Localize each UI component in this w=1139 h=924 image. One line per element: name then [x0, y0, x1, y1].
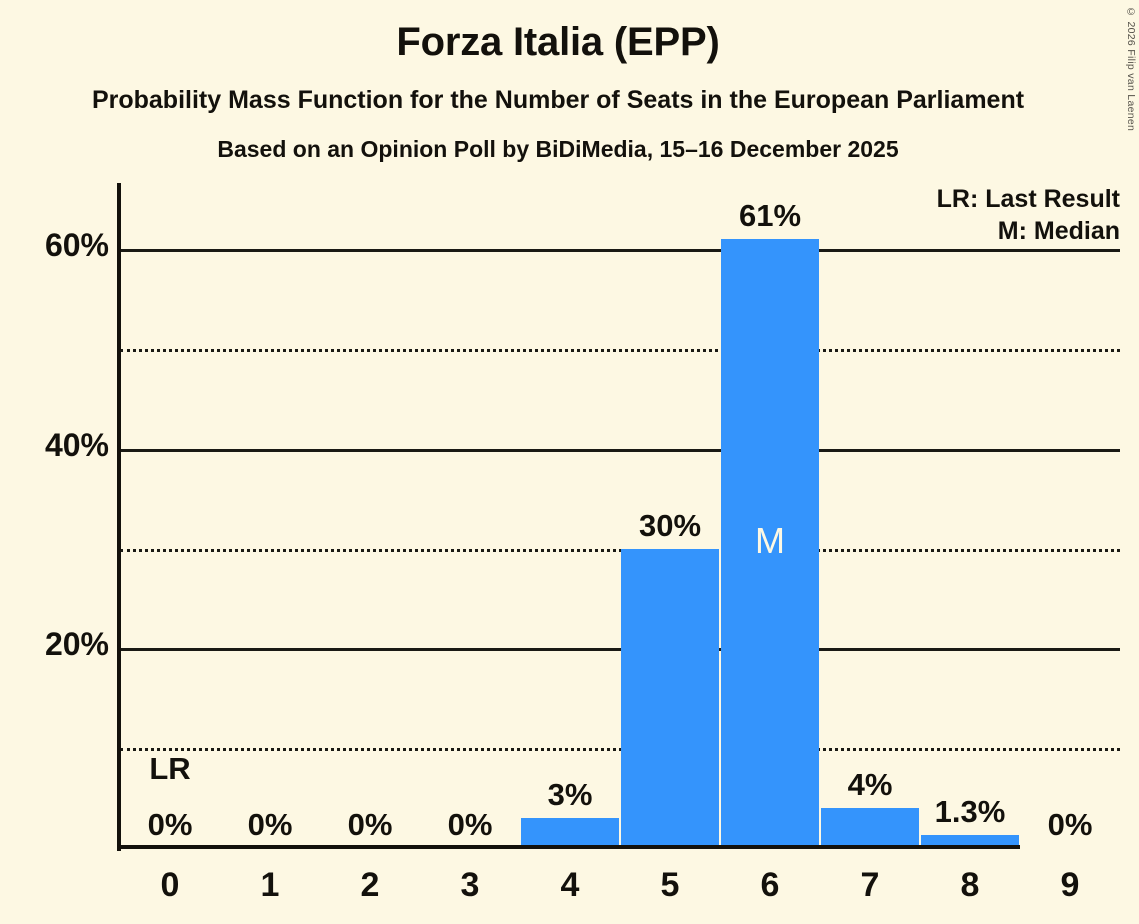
gridline-major-60: [120, 249, 1120, 252]
bar-value-label-8: 1.3%: [934, 794, 1006, 830]
y-tick-label-60: 60%: [44, 227, 109, 263]
bar-seat-6: M: [721, 239, 819, 848]
gridline-minor-10: [120, 748, 1120, 752]
legend-entry-median: M: Median: [997, 217, 1120, 245]
x-tick-label-5: 5: [660, 866, 680, 904]
bar-seat-5: [621, 548, 719, 848]
x-tick-label-8: 8: [960, 866, 980, 904]
x-tick-label-1: 1: [260, 866, 280, 904]
chart-source-note: Based on an Opinion Poll by BiDiMedia, 1…: [217, 136, 899, 162]
bar-value-label-6: 61%: [738, 198, 802, 234]
gridline-major-20: [120, 648, 1120, 652]
bar-value-label-9: 0%: [1047, 807, 1093, 842]
chart-title: Forza Italia (EPP): [396, 20, 720, 64]
x-tick-label-3: 3: [460, 866, 480, 904]
gridline-major-40: [120, 448, 1120, 452]
bar-value-label-3: 0%: [447, 807, 493, 842]
y-tick-label-40: 40%: [44, 426, 109, 463]
bar-value-label-7: 4%: [847, 767, 893, 803]
bar-value-label-5: 30%: [638, 507, 702, 543]
x-tick-label-7: 7: [860, 866, 880, 904]
gridline-minor-50: [120, 348, 1120, 352]
x-axis-line: [117, 845, 1020, 849]
x-tick-label-4: 4: [560, 866, 580, 904]
legend: LR: Last Result M: Median: [937, 183, 1120, 247]
bar-value-label-2: 0%: [347, 807, 393, 842]
bar-seat-8: [921, 835, 1019, 848]
x-tick-label-2: 2: [360, 866, 380, 904]
legend-entry-last-result: LR: Last Result: [936, 185, 1120, 213]
x-tick-label-9: 9: [1060, 866, 1080, 904]
y-axis-line: [117, 183, 121, 851]
copyright-notice: © 2026 Filip van Laenen: [1125, 6, 1137, 132]
bar-value-label-4: 3%: [547, 777, 593, 813]
bar-seat-7: [821, 808, 919, 848]
bar-value-label-0: 0%: [147, 807, 193, 842]
bar-seat-4: [521, 818, 619, 848]
y-tick-label-20: 20%: [44, 626, 109, 663]
x-tick-label-6: 6: [760, 866, 780, 904]
last-result-marker: LR: [149, 751, 191, 786]
x-tick-label-0: 0: [160, 866, 180, 904]
chart-subtitle: Probability Mass Function for the Number…: [91, 86, 1025, 114]
bar-value-label-1: 0%: [247, 807, 293, 842]
median-marker: M: [755, 520, 785, 562]
gridline-minor-30: [120, 548, 1120, 552]
